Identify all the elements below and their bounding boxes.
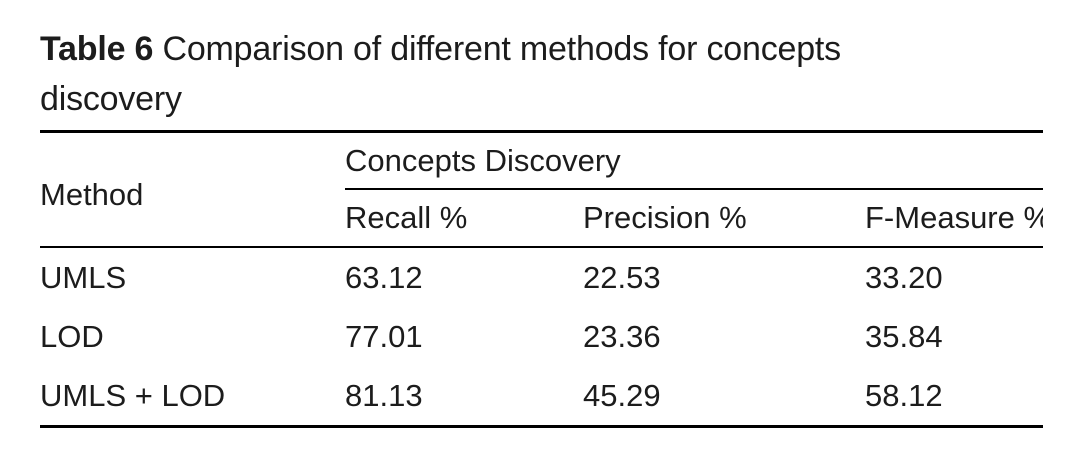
column-group-header-concepts-discovery: Concepts Discovery: [345, 131, 1044, 190]
cell-method: UMLS: [40, 259, 127, 295]
cell-recall: 77.01: [345, 318, 423, 354]
cell-method: UMLS + LOD: [40, 377, 226, 413]
table-caption-label: Table 6: [40, 30, 154, 68]
table-header-row-metrics: Recall % Precision % F-Measure %: [40, 189, 1044, 248]
cell-f-measure: 33.20: [865, 259, 943, 295]
column-header-f-measure: F-Measure %: [865, 189, 1044, 248]
column-header-method: Method: [40, 131, 345, 248]
table-caption-text: Comparison of different methods for conc…: [40, 30, 841, 118]
table-header: Method Concepts Discovery Recall % Preci…: [40, 131, 1044, 248]
table-row-umls: UMLS 63.12 22.53 33.20: [40, 247, 1043, 307]
table-row-umls-plus-lod: UMLS + LOD 81.13 45.29 58.12: [40, 366, 1043, 427]
cell-f-measure: 58.12: [865, 377, 943, 413]
column-header-precision: Precision %: [583, 189, 865, 248]
table-body: UMLS 63.12 22.53 33.20 LOD 77.01 23.36 3…: [40, 247, 1043, 427]
comparison-table: Method Concepts Discovery Recall % Preci…: [40, 130, 1044, 428]
cell-precision: 45.29: [583, 377, 661, 413]
column-header-recall: Recall %: [345, 189, 583, 248]
table-row-lod: LOD 77.01 23.36 35.84: [40, 307, 1043, 366]
cell-f-measure: 35.84: [865, 318, 943, 354]
cell-method: LOD: [40, 318, 104, 354]
cell-recall: 81.13: [345, 377, 423, 413]
table-caption: Table 6 Comparison of different methods …: [40, 24, 970, 124]
cell-precision: 22.53: [583, 259, 661, 295]
cell-precision: 23.36: [583, 318, 661, 354]
cell-recall: 63.12: [345, 259, 423, 295]
table-header-row-group: Method Concepts Discovery: [40, 131, 1044, 248]
